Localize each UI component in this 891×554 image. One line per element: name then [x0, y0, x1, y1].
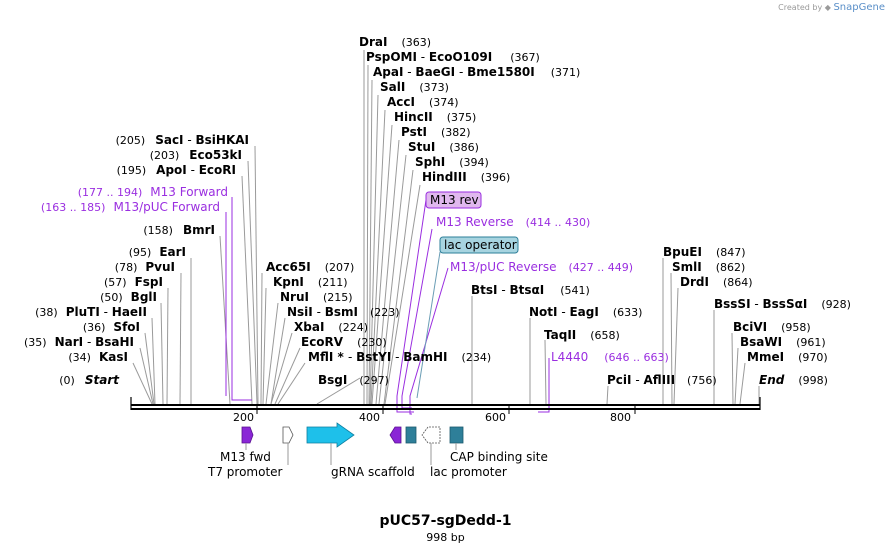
t7-promoter-feature[interactable] [282, 426, 294, 444]
primer-m13-reverse[interactable]: M13 Reverse (414 .. 430) [436, 215, 590, 229]
snapgene-credit: Created by ◆ SnapGene [778, 2, 885, 13]
cap-binding-feature[interactable] [449, 426, 464, 444]
credit-prefix: Created by [778, 3, 823, 12]
site-nru[interactable]: NruI (215) [280, 290, 353, 304]
site-apo[interactable]: (195) ApoI - EcoRI [117, 163, 236, 177]
label-lac-promoter[interactable]: lac promoter [430, 465, 507, 479]
site-acc[interactable]: AccI (374) [387, 95, 459, 109]
cluster-left-lines [132, 145, 259, 405]
m13-fwd-feature[interactable] [241, 426, 254, 444]
site-taq[interactable]: TaqII (658) [544, 328, 620, 342]
plasmid-title: pUC57-sgDedd-1 [379, 513, 512, 529]
feature-connectors [245, 443, 457, 465]
site-mfl[interactable]: MflI * - BstYI - BamHI (234) [308, 350, 491, 364]
site-sac[interactable]: (205) SacI - BsiHKAI [116, 133, 249, 147]
tick-800: 800 [610, 411, 631, 424]
primer-m13puc-reverse[interactable]: M13/pUC Reverse (427 .. 449) [450, 260, 633, 274]
site-sfo[interactable]: (36) SfoI [83, 320, 140, 334]
site-ecorv[interactable]: EcoRV (230) [301, 335, 387, 349]
site-eco53[interactable]: (203) Eco53kI [150, 148, 242, 162]
site-ear[interactable]: (95) EarI [129, 245, 186, 259]
site-pci[interactable]: PciI - AflIII (756) [607, 373, 717, 387]
primer-l4440[interactable]: L4440 (646 .. 663) [551, 350, 669, 364]
site-pst[interactable]: PstI (382) [401, 125, 471, 139]
grna-scaffold-feature[interactable] [306, 422, 355, 448]
label-t7-promoter[interactable]: T7 promoter [207, 465, 283, 479]
m13-rev-tag-box [425, 191, 482, 209]
label-grna-scaffold[interactable]: gRNA scaffold [331, 465, 415, 479]
site-bssi[interactable]: BssSI - BssSαI (928) [714, 297, 851, 311]
tick-200: 200 [233, 411, 254, 424]
site-bsg[interactable]: BsgI (297) [318, 373, 389, 387]
snapgene-logo-icon: ◆ [824, 3, 831, 12]
site-bts[interactable]: BtsI - BtsαI (541) [471, 283, 590, 297]
site-hind[interactable]: HindIII (396) [422, 170, 510, 184]
site-plu[interactable]: (38) PluTI - HaeII [35, 305, 147, 319]
site-bsaw[interactable]: BsaWI (961) [740, 335, 826, 349]
site-kas[interactable]: (34) KasI [68, 350, 128, 364]
site-bgl[interactable]: (50) BglI [100, 290, 157, 304]
credit-brand: SnapGene [833, 2, 885, 13]
lac-promoter-feature[interactable] [421, 426, 441, 444]
site-bci[interactable]: BciVI (958) [733, 320, 811, 334]
lac-operator-box [439, 236, 519, 254]
site-sal[interactable]: SalI (373) [380, 80, 449, 94]
plasmid-length: 998 bp [426, 531, 465, 544]
tick-400: 400 [359, 411, 380, 424]
site-drd[interactable]: DrdI (864) [680, 275, 753, 289]
site-xba[interactable]: XbaI (224) [294, 320, 368, 334]
site-not[interactable]: NotI - EagI (633) [529, 305, 642, 319]
site-mme[interactable]: MmeI (970) [747, 350, 828, 364]
lac-operator[interactable]: lac operator [444, 238, 517, 252]
site-apa[interactable]: ApaI - BaeGI - Bme1580I (371) [373, 65, 580, 79]
label-m13-fwd[interactable]: M13 fwd [220, 450, 271, 464]
feature-arrows [241, 422, 464, 448]
site-bpu[interactable]: BpuEI (847) [663, 245, 746, 259]
label-cap-binding-site[interactable]: CAP binding site [450, 450, 548, 464]
site-kpn[interactable]: KpnI (211) [273, 275, 348, 289]
backbone [130, 397, 761, 414]
site-dra[interactable]: DraI (363) [359, 35, 431, 49]
primer-m13-forward[interactable]: (177 .. 194) M13 Forward [78, 185, 228, 199]
site-fsp[interactable]: (57) FspI [104, 275, 163, 289]
m13-rev-feature[interactable] [389, 426, 402, 444]
m13-rev-tag[interactable]: M13 rev [430, 193, 479, 207]
site-sml[interactable]: SmlI (862) [672, 260, 745, 274]
cluster-right-lines [662, 258, 760, 405]
site-sph[interactable]: SphI (394) [415, 155, 489, 169]
tick-600: 600 [485, 411, 506, 424]
site-hinc[interactable]: HincII (375) [394, 110, 476, 124]
site-nar[interactable]: (35) NarI - BsaHI [24, 335, 134, 349]
cluster-mid-lines [260, 272, 609, 405]
cluster-top-lines [363, 50, 421, 405]
site-stu[interactable]: StuI (386) [408, 140, 479, 154]
site-pvu[interactable]: (78) PvuI [115, 260, 175, 274]
site-start[interactable]: (0) Start [59, 373, 120, 387]
primer-m13puc-forward[interactable]: (163 .. 185) M13/pUC Forward [41, 200, 220, 214]
site-nsi[interactable]: NsiI - BsmI (223) [287, 305, 400, 319]
lac-operator-feature[interactable] [405, 426, 417, 444]
site-end[interactable]: End (998) [759, 373, 828, 387]
site-psp[interactable]: PspOMI - EcoO109I (367) [366, 50, 540, 64]
site-acc65[interactable]: Acc65I (207) [266, 260, 354, 274]
site-bmr[interactable]: (158) BmrI [143, 223, 215, 237]
